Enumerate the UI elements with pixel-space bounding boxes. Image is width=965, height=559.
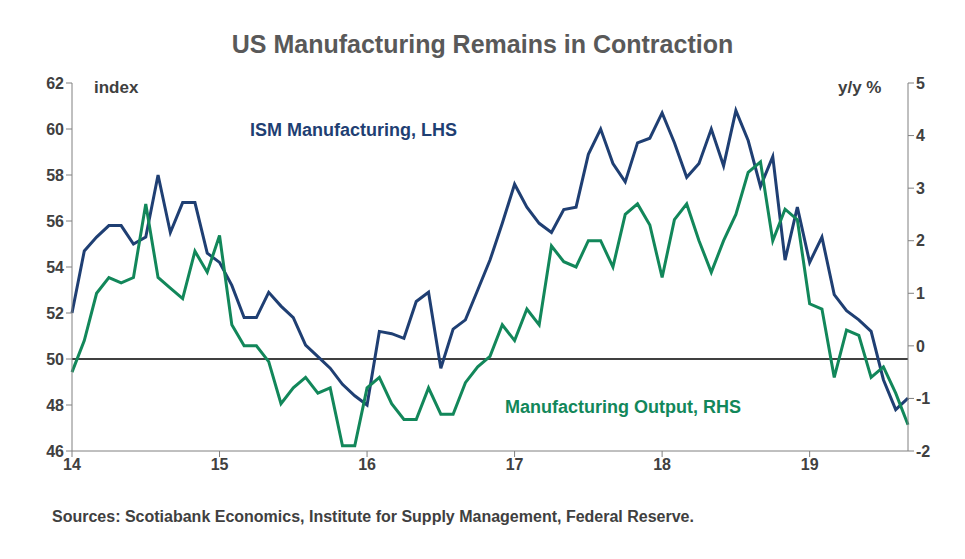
- svg-text:58: 58: [46, 167, 64, 184]
- svg-text:50: 50: [46, 351, 64, 368]
- svg-text:-1: -1: [916, 390, 930, 407]
- svg-text:62: 62: [46, 75, 64, 92]
- html-text:Manufacturing Output, RHS: Manufacturing Output, RHS: [505, 397, 741, 417]
- svg-text:4: 4: [916, 127, 925, 144]
- svg-text:48: 48: [46, 397, 64, 414]
- svg-text:1: 1: [916, 285, 925, 302]
- svg-text:-2: -2: [916, 443, 930, 460]
- svg-text:56: 56: [46, 213, 64, 230]
- svg-text:60: 60: [46, 121, 64, 138]
- svg-text:0: 0: [916, 338, 925, 355]
- svg-text:17: 17: [506, 456, 524, 473]
- svg-text:5: 5: [916, 75, 925, 92]
- svg-text:14: 14: [63, 456, 81, 473]
- svg-text:19: 19: [801, 456, 819, 473]
- svg-text:15: 15: [211, 456, 229, 473]
- html-text:y/y %: y/y %: [838, 78, 882, 97]
- html-text:US Manufacturing Remains in Co: US Manufacturing Remains in Contraction: [231, 30, 734, 58]
- svg-text:46: 46: [46, 443, 64, 460]
- svg-text:52: 52: [46, 305, 64, 322]
- svg-text:16: 16: [358, 456, 376, 473]
- html-text:ISM Manufacturing, LHS: ISM Manufacturing, LHS: [250, 120, 457, 140]
- html-text:Sources: Scotiabank Economics,: Sources: Scotiabank Economics, Institute…: [52, 508, 694, 525]
- svg-text:2: 2: [916, 232, 925, 249]
- svg-text:18: 18: [653, 456, 671, 473]
- svg-text:3: 3: [916, 180, 925, 197]
- html-text:index: index: [94, 78, 139, 97]
- svg-text:54: 54: [46, 259, 64, 276]
